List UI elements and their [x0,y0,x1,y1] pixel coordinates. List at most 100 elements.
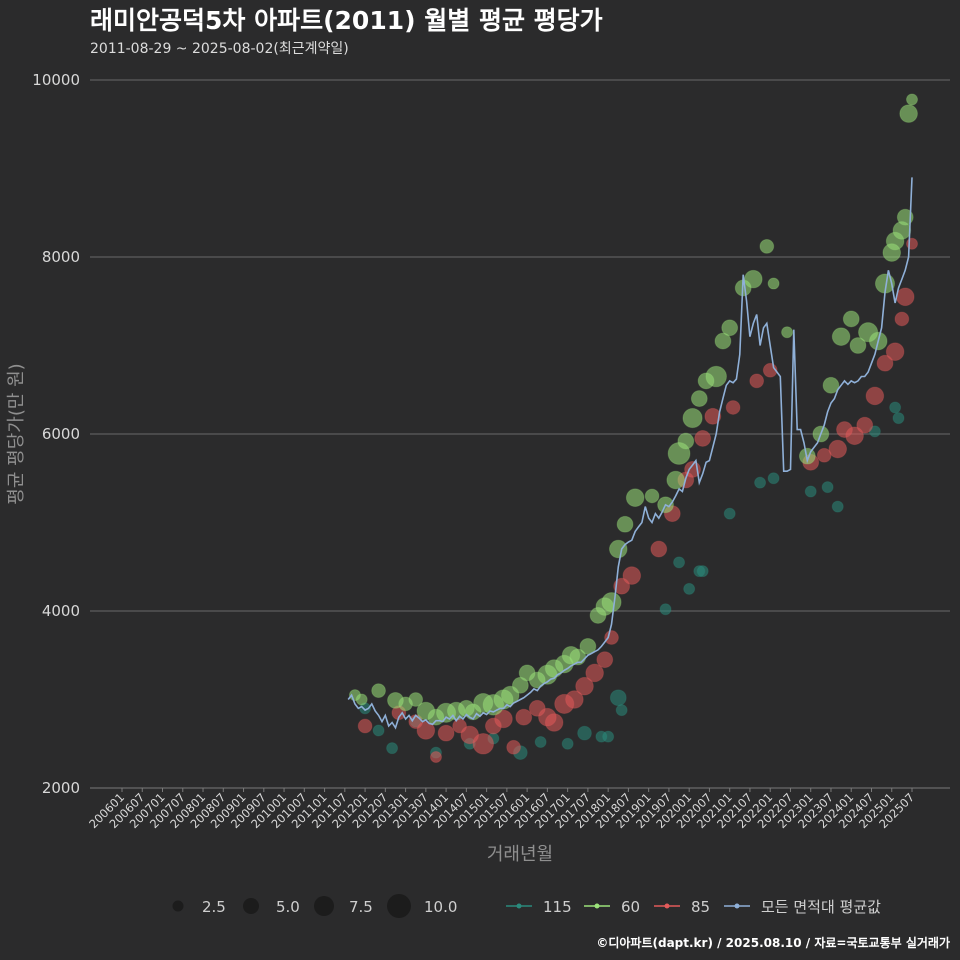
point-115 [804,485,817,498]
point-85 [865,386,885,406]
point-115 [386,742,399,755]
point-60 [781,326,794,339]
chart-subtitle: 2011-08-29 ~ 2025-08-02(최근계약일) [90,41,349,57]
x-axis: 2006012006072007012007072008012008072009… [86,788,917,831]
grid [90,79,950,612]
y-axis-title: 평균 평당가(만 원) [6,363,27,504]
point-60 [849,337,867,354]
size-legend-label: 10.0 [424,898,457,916]
point-115 [673,556,686,569]
point-60 [371,683,386,699]
point-115 [889,401,902,414]
size-legend-marker [172,900,184,912]
point-85 [472,732,495,755]
point-115 [659,603,672,616]
point-85 [613,577,631,595]
legend-label-85: 85 [691,898,710,916]
chart-title: 래미안공덕5차 아파트(2011) 월별 평균 평당가 [90,6,603,35]
point-115 [683,582,696,595]
point-85 [895,287,915,307]
point-60 [767,277,780,290]
series-legend: 115 60 85 모든 면적대 평균값 [506,898,881,916]
size-legend-marker [314,896,334,916]
point-85 [494,709,513,729]
point-85 [876,354,894,372]
point-60 [822,376,840,394]
size-legend-marker [387,894,411,918]
point-115 [534,735,547,748]
point-85 [575,676,594,696]
legend-dot-115 [516,903,522,909]
point-60 [616,515,634,533]
point-115 [831,500,844,513]
size-legend-label: 2.5 [202,898,226,916]
point-115 [609,689,627,707]
point-60 [408,692,424,707]
size-legend: 2.5 5.0 7.5 10.0 [172,894,457,918]
size-legend-marker [243,898,259,914]
point-60 [759,239,775,254]
point-60 [744,269,763,289]
legend-label-115: 115 [543,898,572,916]
point-85 [704,407,722,425]
point-60 [601,592,622,613]
point-115 [696,565,709,578]
legend-dot-60 [594,903,600,909]
point-85 [749,373,765,389]
point-115 [615,704,628,717]
point-115 [723,507,736,520]
point-60 [899,104,918,123]
point-60 [705,365,727,388]
point-60 [842,310,860,328]
point-60 [906,93,918,106]
point-85 [828,439,848,459]
point-60 [677,432,695,450]
point-85 [544,713,564,732]
legend-dot-85 [664,903,670,909]
point-115 [372,724,385,737]
point-85 [604,630,619,645]
point-85 [894,311,910,327]
point-60 [896,208,914,226]
x-axis-title: 거래년월 [487,844,553,865]
point-85 [816,447,832,463]
point-60 [608,539,628,559]
point-85 [845,426,864,446]
point-85 [906,237,918,250]
point-85 [515,708,533,726]
point-85 [622,566,642,585]
source-caption: ©디아파트(dapt.kr) / 2025.08.10 / 자료=국토교통부 실… [596,935,950,950]
size-legend-label: 5.0 [276,898,300,916]
point-85 [885,342,905,361]
point-60 [666,470,685,490]
average-line [347,177,913,730]
point-85 [437,724,455,742]
point-60 [690,390,708,408]
point-60 [355,693,368,706]
legend-dot-average [734,903,740,909]
point-85 [856,416,874,434]
y-axis: 2000 4000 6000 8000 10000 [32,71,80,797]
point-85 [357,718,373,734]
legend-label-60: 60 [621,898,640,916]
y-tick-label: 4000 [42,602,80,620]
point-115 [602,730,615,743]
point-85 [596,651,614,669]
point-60 [714,332,732,350]
legend-label-average: 모든 면적대 평균값 [761,898,881,916]
point-60 [682,407,703,429]
point-60 [579,637,597,655]
point-60 [511,676,529,694]
y-tick-label: 6000 [42,425,80,443]
point-60 [625,488,645,508]
point-115 [767,472,780,485]
point-85 [585,663,604,683]
point-115 [892,412,905,425]
point-85 [650,540,668,558]
point-85 [416,721,436,740]
legend: 2.5 5.0 7.5 10.0 115 60 85 모든 면적대 평균값 [172,894,881,918]
point-115 [754,476,767,489]
point-85 [565,690,584,709]
point-60 [721,319,739,337]
